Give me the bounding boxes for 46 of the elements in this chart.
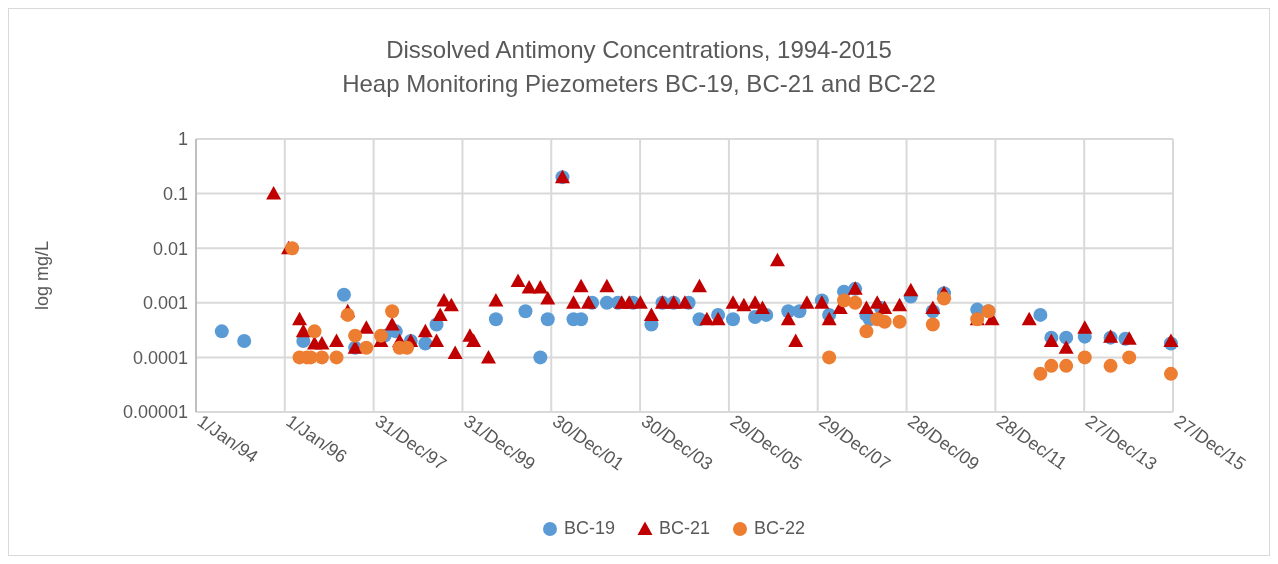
chart-subtitle: Heap Monitoring Piezometers BC-19, BC-21 and BC-22 <box>342 70 936 97</box>
y-tick-label: 0.001 <box>142 293 188 314</box>
point <box>488 312 503 327</box>
point <box>1163 366 1178 381</box>
legend-label: BC-22 <box>754 518 806 538</box>
point <box>1103 358 1118 373</box>
point <box>822 350 837 365</box>
y-tick-label: 0.0001 <box>132 347 188 368</box>
point <box>359 340 374 355</box>
point <box>385 304 400 319</box>
point <box>540 312 555 327</box>
point <box>937 291 952 306</box>
point <box>329 350 344 365</box>
point <box>336 287 351 302</box>
point <box>848 295 863 310</box>
point <box>307 324 322 339</box>
point <box>1059 330 1074 345</box>
point <box>348 328 363 343</box>
point <box>877 314 892 329</box>
y-axis-title: log mg/L <box>32 240 52 311</box>
y-tick-label: 0.00001 <box>122 402 188 423</box>
y-tick-label: 0.1 <box>162 183 188 204</box>
point <box>1044 358 1059 373</box>
point <box>237 333 252 348</box>
point <box>1122 350 1137 365</box>
point <box>340 307 355 322</box>
legend-label: BC-19 <box>564 518 616 538</box>
point <box>1059 358 1074 373</box>
point <box>1033 366 1048 381</box>
point <box>859 324 874 339</box>
point <box>418 336 433 351</box>
chart-title: Dissolved Antimony Concentrations, 1994-2015 <box>386 36 892 63</box>
point <box>214 324 229 339</box>
y-tick-label: 0.01 <box>152 238 188 259</box>
point <box>285 241 300 256</box>
point <box>925 317 940 332</box>
point <box>533 350 548 365</box>
point <box>518 304 533 319</box>
point <box>314 350 329 365</box>
point <box>726 312 741 327</box>
y-tick-label: 1 <box>177 129 188 150</box>
point <box>1033 307 1048 322</box>
point <box>1077 350 1092 365</box>
point <box>373 328 388 343</box>
legend-label: BC-21 <box>659 518 711 538</box>
point <box>892 314 907 329</box>
